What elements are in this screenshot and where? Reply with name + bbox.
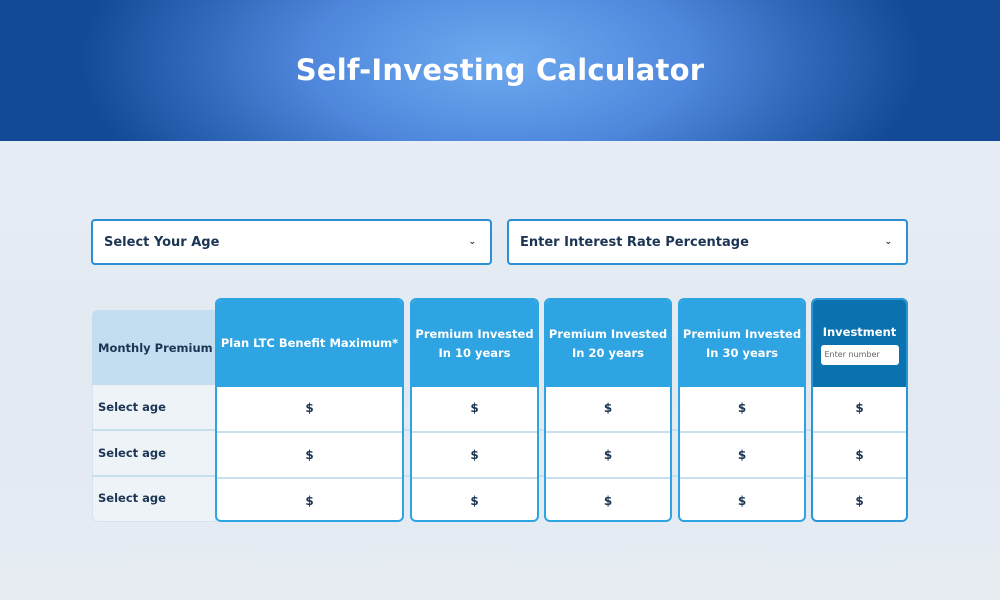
- result-cell: $: [855, 401, 864, 415]
- column-header-line1: Premium Invested: [415, 326, 534, 341]
- age-select-value: Select Your Age: [104, 234, 220, 250]
- column-header-line1: Investment: [822, 324, 897, 339]
- result-cell: $: [412, 431, 537, 477]
- result-cell: $: [603, 401, 613, 415]
- investment-input[interactable]: Enter number: [820, 344, 899, 365]
- investment-column: Investment Enter number $ $ $: [811, 298, 908, 522]
- result-cell: $: [412, 477, 537, 520]
- result-cell: $: [305, 401, 314, 415]
- column-header-line2: In 20 years: [571, 345, 645, 360]
- chevron-down-icon: ⌄: [884, 237, 892, 247]
- monthly-premium-header: Monthly Premium: [92, 310, 216, 385]
- result-cell: $: [813, 477, 906, 520]
- column-header-line2: In 30 years: [705, 345, 779, 360]
- result-cell: $: [737, 401, 747, 415]
- result-cell: $: [680, 477, 804, 520]
- column-header-line1: Premium Invested: [548, 326, 668, 341]
- column-header-line2: In 10 years: [438, 345, 511, 360]
- page-title: Self-Investing Calculator: [295, 52, 705, 87]
- row-label: Select age: [98, 400, 166, 414]
- column-header: Premium Invested In 10 years: [412, 300, 537, 387]
- column-header: Investment Enter number: [813, 300, 906, 387]
- premium-20-years-column: Premium Invested In 20 years $ $ $: [544, 298, 672, 522]
- row-label: Select age: [98, 446, 166, 460]
- age-select[interactable]: Select Your Age ⌄: [91, 219, 492, 265]
- plan-ltc-benefit-column: Plan LTC Benefit Maximum* $ $ $: [215, 298, 404, 522]
- header-banner: Self-Investing Calculator: [0, 0, 1000, 141]
- result-cell: $: [470, 401, 479, 415]
- interest-rate-select[interactable]: Enter Interest Rate Percentage ⌄: [507, 219, 908, 265]
- result-cell: $: [813, 431, 906, 477]
- column-header: Premium Invested In 20 years: [546, 300, 670, 387]
- column-header: Plan LTC Benefit Maximum*: [217, 300, 402, 387]
- result-cell: $: [217, 477, 402, 520]
- chevron-down-icon: ⌄: [468, 237, 476, 247]
- column-header: Premium Invested In 30 years: [680, 300, 804, 387]
- column-header-line1: Plan LTC Benefit Maximum*: [220, 336, 399, 350]
- result-cell: $: [217, 431, 402, 477]
- premium-10-years-column: Premium Invested In 10 years $ $ $: [410, 298, 539, 522]
- premium-30-years-column: Premium Invested In 30 years $ $ $: [678, 298, 806, 522]
- column-header-line1: Premium Invested: [682, 326, 802, 341]
- result-cell: $: [680, 431, 804, 477]
- result-cell: $: [546, 477, 670, 520]
- row-label: Select age: [98, 491, 166, 505]
- investment-input-placeholder: Enter number: [824, 349, 880, 359]
- interest-rate-select-value: Enter Interest Rate Percentage: [520, 234, 749, 250]
- result-cell: $: [546, 431, 670, 477]
